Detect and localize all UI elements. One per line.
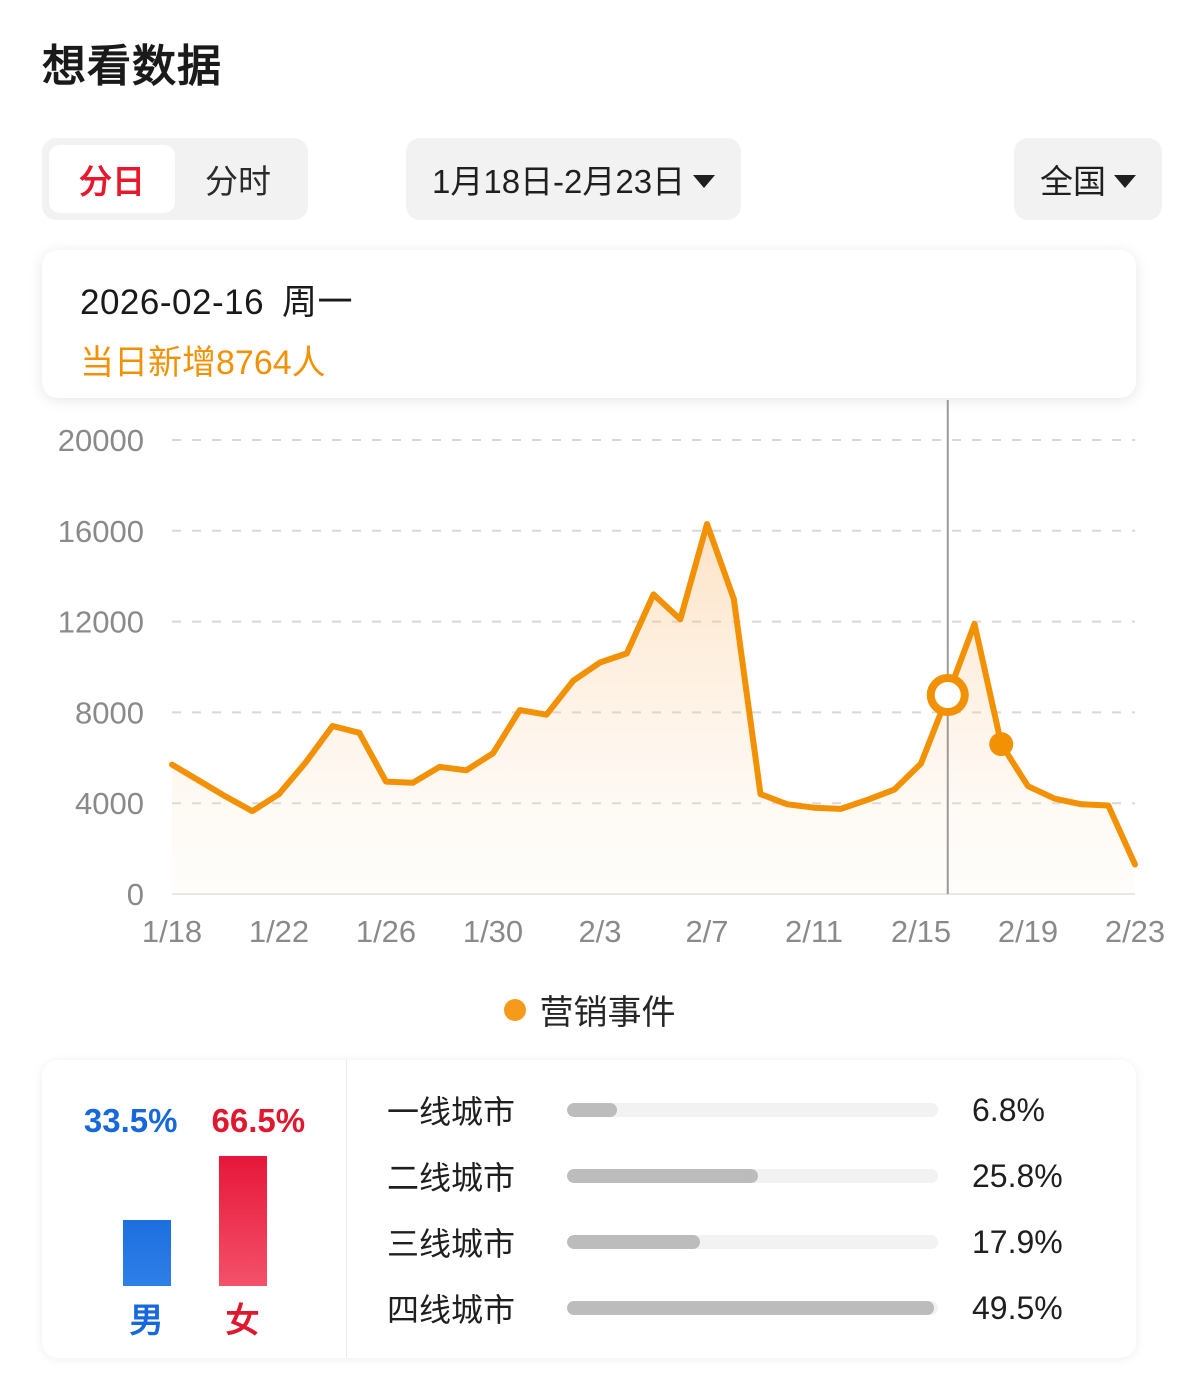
male-bar <box>122 1220 171 1286</box>
chart-legend: 营销事件 <box>0 985 1179 1034</box>
y-tick-label: 4000 <box>75 786 144 821</box>
legend-label-marketing-event: 营销事件 <box>539 994 676 1032</box>
chart-line <box>169 521 1138 868</box>
city-tier-bar-fill <box>567 1301 935 1315</box>
date-range-selector[interactable]: 1月18日-2月23日 <box>406 138 742 220</box>
granularity-segmented-control[interactable]: 分日 分时 <box>42 138 308 220</box>
trend-chart[interactable]: 0 4000 8000 12000 16000 20000 1/18 1/22 1/26 1/3… <box>0 400 1179 980</box>
gender-percent-row: 33.5% 66.5% <box>42 1102 347 1140</box>
trend-chart-svg[interactable]: 0 4000 8000 12000 16000 20000 1/18 1/22 1/26 1/3… <box>0 400 1179 980</box>
city-tier-bar-fill <box>567 1169 759 1183</box>
y-tick-label: 8000 <box>75 695 144 730</box>
y-tick-label: 0 <box>127 877 144 912</box>
gender-bars <box>42 1126 347 1286</box>
city-tier-bar-fill <box>567 1235 700 1249</box>
x-tick-label: 1/18 <box>142 914 202 949</box>
x-tick-label: 1/26 <box>356 914 416 949</box>
city-tier-name: 一线城市 <box>387 1094 516 1130</box>
male-label: 男 <box>129 1302 164 1340</box>
tab-by-day[interactable]: 分日 <box>49 145 175 213</box>
gender-distribution: 33.5% 66.5% 男 女 <box>42 1060 347 1358</box>
tooltip-daily-new: 当日新增8764人 <box>80 344 326 382</box>
chart-y-axis-labels: 0 4000 8000 12000 16000 20000 <box>58 423 144 912</box>
city-tier-name: 四线城市 <box>387 1292 516 1328</box>
city-tier-bar-track <box>567 1235 938 1249</box>
y-tick-label: 16000 <box>58 514 144 549</box>
x-tick-label: 1/30 <box>463 914 523 949</box>
x-tick-label: 2/3 <box>578 914 621 949</box>
city-tier-row: 四线城市 49.5% <box>387 1286 1092 1330</box>
city-tier-bar-track <box>567 1301 938 1315</box>
city-tier-name: 二线城市 <box>387 1160 516 1196</box>
city-tier-bar-track <box>567 1103 938 1117</box>
x-tick-label: 2/11 <box>785 914 843 949</box>
male-percent: 33.5% <box>83 1102 178 1139</box>
y-tick-label: 12000 <box>58 605 144 640</box>
male-bar-column <box>122 1220 171 1286</box>
x-tick-label: 2/23 <box>1105 914 1165 949</box>
female-percent: 66.5% <box>211 1102 306 1139</box>
x-tick-label: 2/7 <box>685 914 728 949</box>
marketing-event-marker[interactable] <box>989 732 1014 757</box>
x-tick-label: 2/15 <box>891 914 951 949</box>
city-tier-percent: 25.8% <box>972 1157 1063 1194</box>
region-selector[interactable]: 全国 <box>1014 138 1162 220</box>
chart-x-axis-labels: 1/18 1/22 1/26 1/30 2/3 2/7 2/11 2/15 2/19 2/23 <box>142 914 1165 949</box>
orange-dot-icon <box>503 998 526 1021</box>
tooltip-weekday: 周一 <box>282 283 354 322</box>
female-bar-column <box>218 1156 267 1286</box>
city-tier-percent: 17.9% <box>972 1223 1063 1260</box>
city-tier-name: 三线城市 <box>387 1226 516 1262</box>
audience-panel: 33.5% 66.5% 男 女 一线城市 6.8% 二线城市 25.8% 三线城市 17.… <box>42 1060 1136 1358</box>
chart-hover-point[interactable] <box>926 674 969 717</box>
chart-tooltip-card: 2026-02-16 周一 当日新增8764人 <box>42 250 1136 398</box>
chevron-down-icon <box>693 174 716 188</box>
chevron-down-icon <box>1114 174 1136 188</box>
city-tier-bar-track <box>567 1169 938 1183</box>
city-tier-row: 二线城市 25.8% <box>387 1154 1092 1198</box>
city-tier-row: 三线城市 17.9% <box>387 1220 1092 1264</box>
city-tier-percent: 49.5% <box>972 1289 1063 1326</box>
page-title: 想看数据 <box>42 42 222 91</box>
y-tick-label: 20000 <box>58 423 144 458</box>
x-tick-label: 2/19 <box>998 914 1058 949</box>
female-bar <box>218 1156 267 1286</box>
region-label: 全国 <box>1040 163 1106 200</box>
controls-row: 分日 分时 1月18日-2月23日 全国 <box>42 138 1162 220</box>
city-tier-bar-fill <box>567 1103 618 1117</box>
tooltip-date: 2026-02-16 <box>80 283 265 322</box>
female-label: 女 <box>225 1302 260 1340</box>
city-tier-percent: 6.8% <box>972 1091 1045 1128</box>
chart-area-fill <box>172 524 1135 894</box>
city-tier-row: 一线城市 6.8% <box>387 1088 1092 1132</box>
gender-labels: 男 女 <box>42 1293 347 1342</box>
x-tick-label: 1/22 <box>249 914 309 949</box>
date-range-label: 1月18日-2月23日 <box>432 163 686 200</box>
tooltip-date-row: 2026-02-16 周一 <box>80 274 353 325</box>
tab-by-hour[interactable]: 分时 <box>205 163 271 200</box>
city-tier-distribution: 一线城市 6.8% 二线城市 25.8% 三线城市 17.9% 四线城市 49.5% <box>347 1060 1136 1358</box>
